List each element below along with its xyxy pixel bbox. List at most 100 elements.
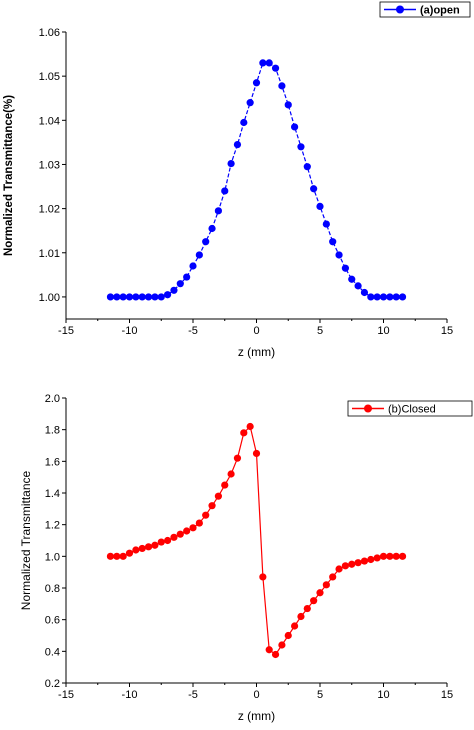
x-axis-title: z (mm) (238, 345, 275, 359)
y-tick-label: 0.4 (45, 646, 60, 658)
data-point (144, 543, 153, 551)
data-point (316, 202, 324, 211)
data-point (170, 533, 178, 541)
x-tick-label: 5 (317, 325, 323, 337)
data-point (246, 99, 254, 107)
data-point (316, 589, 324, 597)
data-point (348, 560, 356, 568)
data-point (183, 273, 191, 281)
data-point (329, 573, 337, 581)
data-point (252, 449, 261, 458)
data-point (170, 286, 178, 294)
data-point (125, 549, 134, 557)
data-point (233, 454, 242, 462)
y-tick-label: 1.8 (45, 425, 60, 437)
data-point (240, 429, 248, 437)
data-point (392, 552, 400, 560)
data-point (310, 185, 318, 193)
legend-box (379, 1, 471, 18)
y-tick-label: 0.6 (45, 615, 60, 627)
data-point (291, 622, 299, 630)
legend-label: (a)open (420, 5, 460, 17)
y-tick-label: 1.2 (45, 520, 60, 532)
y-tick-label: 1.0 (45, 551, 60, 563)
series-line (110, 62, 403, 298)
data-point (354, 282, 362, 290)
x-tick-label: -10 (122, 325, 138, 337)
data-point (265, 646, 273, 654)
data-point (386, 552, 394, 560)
data-point (221, 481, 229, 489)
data-point (379, 552, 388, 560)
x-tick-label: 0 (253, 325, 259, 337)
y-axis-title: Normalized Transmittance(%) (3, 95, 15, 256)
x-tick-label: 15 (441, 689, 453, 701)
data-point (240, 118, 248, 127)
x-tick-label: 15 (441, 325, 453, 337)
data-point (132, 293, 140, 301)
y-axis-title: Normalized Transmittance (19, 470, 33, 610)
data-point (367, 555, 375, 564)
data-point (284, 631, 292, 640)
data-point (113, 293, 121, 301)
data-point (176, 530, 184, 538)
data-point (208, 502, 216, 510)
data-point (297, 612, 305, 621)
x-tick-label: -5 (188, 689, 198, 701)
x-tick-label: 10 (377, 325, 389, 337)
y-tick-label: 1.01 (39, 248, 60, 260)
data-point (392, 293, 400, 301)
data-point (189, 262, 197, 270)
data-point (322, 220, 330, 228)
data-point (176, 280, 184, 288)
x-tick-label: 10 (377, 689, 389, 701)
data-point (138, 544, 146, 553)
chart-closed: -15 -10 -5 0 5 10 15 0.2 0.4 0.6 0.8 1.0 1.2 1.4 1.6 1.… (19, 393, 473, 723)
data-point (125, 293, 134, 301)
y-tick-label: 1.6 (45, 456, 60, 468)
y-tick-label: 1.04 (39, 115, 60, 127)
data-point (214, 492, 222, 500)
chart-open: -15 -10 -5 0 5 10 15 1.00 1.01 1.02 1.03 1.04 1.05 1.… (3, 1, 471, 359)
y-tick-label: 1.06 (39, 27, 60, 39)
data-point (398, 293, 407, 301)
y-tick-label: 0.2 (45, 678, 60, 690)
data-point (386, 293, 394, 301)
y-tick-label: 1.00 (39, 292, 60, 304)
data-point (151, 541, 159, 549)
data-point (106, 552, 115, 560)
data-point (119, 552, 127, 560)
data-point (335, 251, 343, 259)
y-tick-label: 0.8 (45, 583, 60, 595)
data-point (329, 238, 337, 246)
data-point (379, 293, 388, 301)
y-tick-label: 1.05 (39, 71, 60, 83)
data-point (278, 641, 286, 649)
data-point (291, 123, 299, 131)
data-point (284, 101, 292, 109)
x-tick-label: 5 (317, 689, 323, 701)
data-point (202, 511, 210, 519)
data-point (119, 293, 127, 301)
series-line (110, 425, 403, 656)
data-point (164, 291, 172, 299)
data-point (189, 524, 197, 532)
data-point (208, 224, 216, 233)
data-point (227, 470, 235, 478)
data-point (214, 207, 222, 215)
data-point (246, 422, 254, 431)
legend-box (347, 400, 473, 417)
data-point (373, 293, 381, 301)
data-point (354, 559, 362, 567)
data-point (373, 554, 381, 562)
data-point (297, 143, 305, 151)
data-point (398, 552, 407, 560)
legend-label: (b)Closed (388, 404, 436, 416)
data-point (233, 140, 242, 149)
data-point (138, 293, 146, 301)
legend-marker (396, 5, 404, 14)
data-point (259, 573, 267, 581)
data-point (271, 650, 280, 659)
y-tick-label: 2.0 (45, 393, 60, 405)
